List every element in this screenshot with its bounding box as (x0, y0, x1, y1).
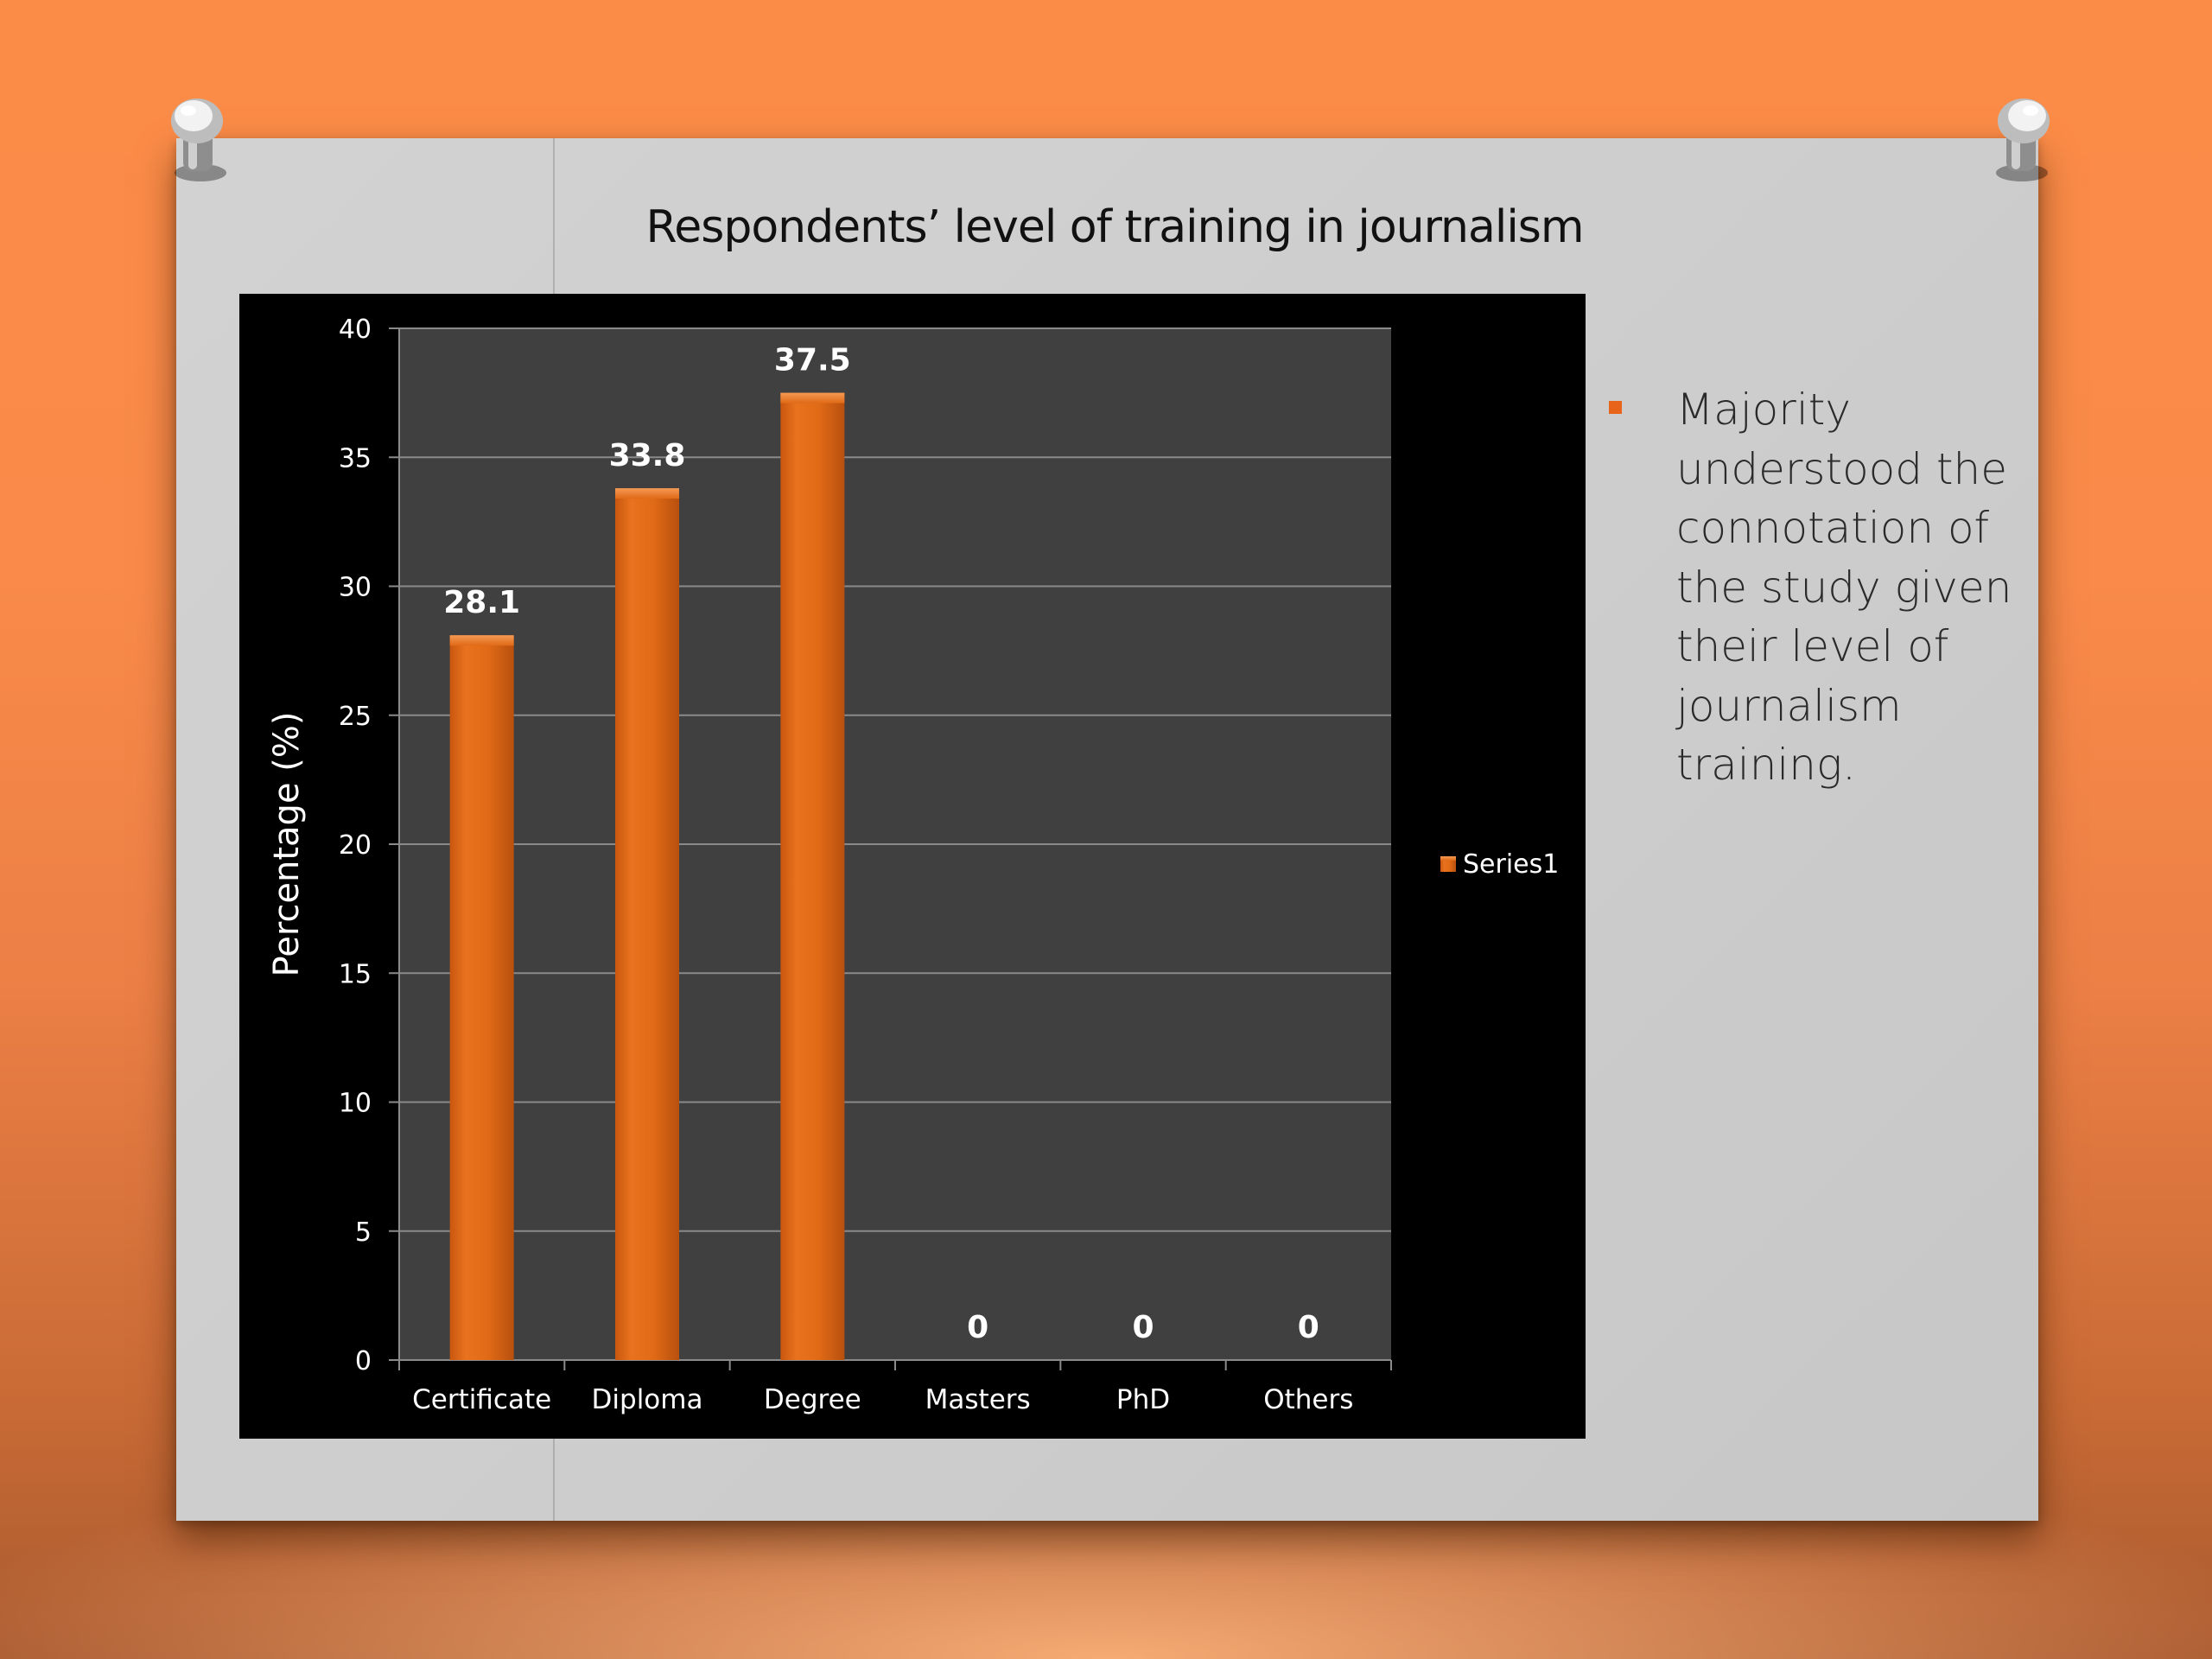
x-tick-label: Masters (925, 1384, 1031, 1415)
bar-chart: 0 5 10 15 20 25 30 35 40 28.1 Certificate 33.8 Diplo… (267, 315, 1559, 1415)
x-tick-label: Degree (764, 1384, 861, 1415)
bar-cap (449, 635, 514, 646)
bar-cap (615, 488, 679, 499)
legend-label: Series1 (1463, 849, 1559, 880)
x-tick-label: Others (1263, 1384, 1353, 1415)
data-label: 0 (967, 1310, 988, 1345)
data-label: 28.1 (443, 585, 520, 620)
thumbtack-left-icon (171, 99, 226, 181)
y-tick-label: 35 (339, 443, 372, 474)
data-label: 33.8 (609, 438, 686, 474)
data-label: 37.5 (774, 343, 851, 378)
slide-title: Respondents’ level of training in journa… (645, 201, 1584, 253)
bar (615, 488, 679, 1360)
y-tick-label: 40 (339, 315, 372, 345)
bar (449, 635, 514, 1360)
y-tick-label: 20 (339, 830, 372, 861)
x-tick-label: Certificate (412, 1384, 551, 1415)
bar-cap (780, 392, 845, 404)
x-tick-label: PhD (1116, 1384, 1170, 1415)
y-tick-label: 0 (355, 1346, 372, 1376)
thumbtack-right-icon (1996, 99, 2050, 181)
y-tick-label: 5 (355, 1217, 372, 1248)
data-label: 0 (1298, 1310, 1319, 1345)
y-tick-label: 30 (339, 573, 372, 603)
bar (780, 392, 845, 1360)
bullet-item: Majority understood the connotation of t… (1676, 385, 2012, 790)
y-tick-label: 25 (339, 702, 372, 732)
legend-swatch-cap (1440, 856, 1456, 861)
y-tick-label: 15 (339, 959, 372, 989)
y-axis-title: Percentage (%) (267, 712, 307, 977)
chart-container: 0 5 10 15 20 25 30 35 40 28.1 Certificate 33.8 Diplo… (239, 294, 1586, 1439)
x-tick-label: Diploma (592, 1384, 703, 1415)
y-tick-label: 10 (339, 1089, 372, 1119)
data-label: 0 (1132, 1310, 1154, 1345)
bullet-square-icon (1609, 401, 1622, 414)
